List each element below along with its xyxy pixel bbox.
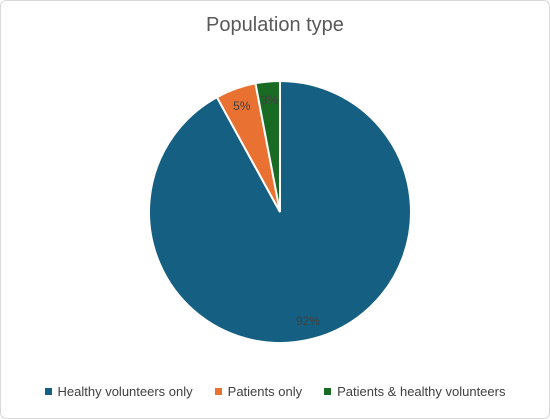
chart-title: Population type (206, 14, 344, 36)
data-label-healthy-volunteers: 92% (296, 314, 320, 328)
data-label-patients-only: 5% (233, 99, 251, 113)
pie-slice-patients-and-healthy (254, 79, 281, 213)
legend-item-patients-only: Patients only (214, 384, 303, 399)
legend-label-patients-only: Patients only (227, 384, 303, 399)
legend-item-patients-and-healthy: Patients & healthy volunteers (324, 384, 505, 399)
legend-item-healthy-volunteers: Healthy volunteers only (44, 384, 193, 399)
legend: Healthy volunteers only Patients only Pa… (0, 384, 550, 399)
legend-swatch-patients-only (214, 388, 222, 395)
pie-slice-healthy-volunteers (148, 79, 412, 344)
legend-swatch-healthy-volunteers (44, 388, 52, 395)
legend-label-patients-and-healthy: Patients & healthy volunteers (337, 384, 506, 399)
legend-label-healthy-volunteers: Healthy volunteers only (57, 384, 193, 399)
data-label-patients-and-healthy: 3% (261, 93, 279, 107)
legend-swatch-patients-and-healthy (324, 388, 332, 395)
